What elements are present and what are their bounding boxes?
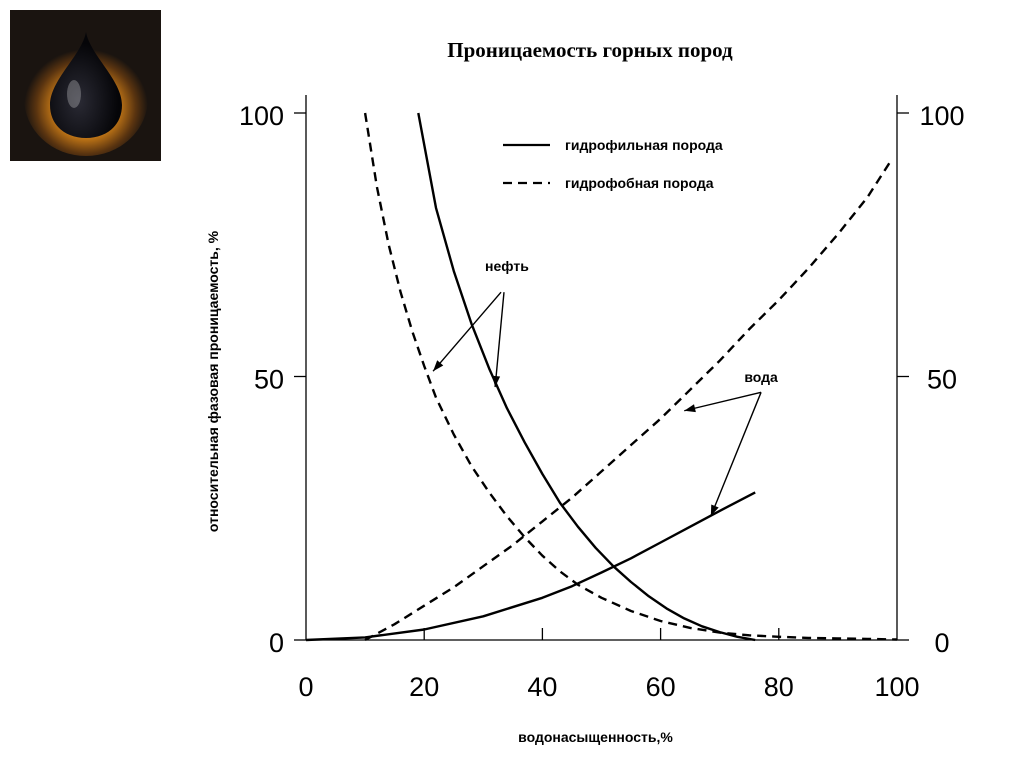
y-tick-label-right: 50 xyxy=(927,365,957,395)
annotation-arrow-line xyxy=(432,291,502,372)
annotation-label: вода xyxy=(744,369,778,385)
series-line-hydrophilic-oil xyxy=(417,112,756,642)
oil-drop-logo xyxy=(10,10,161,161)
series-line-hydrophobic-oil xyxy=(363,112,898,641)
y-tick-label-right: 100 xyxy=(919,101,964,131)
logo-highlight xyxy=(67,80,81,108)
y-axis-title: относительная фазовая проницаемость, % xyxy=(205,230,221,532)
annotation-arrow-line xyxy=(710,392,762,517)
annotation-arrow-head xyxy=(433,360,444,372)
chart-frame: 0 20 40 60 80 100 0 50 100 0 50 100 xyxy=(239,95,965,702)
x-tick-label: 60 xyxy=(646,672,676,702)
annotation-arrow-line xyxy=(494,292,505,388)
y-tick-label-left: 50 xyxy=(254,365,284,395)
oil-drop-icon xyxy=(50,32,122,138)
chart-arrows xyxy=(432,291,762,517)
chart-curves xyxy=(305,112,898,642)
x-tick-label: 80 xyxy=(764,672,794,702)
y-tick-label-left: 100 xyxy=(239,101,284,131)
y-tick-label-right: 0 xyxy=(934,628,949,658)
series-line-hydrophilic-water xyxy=(305,491,756,642)
x-tick-label: 0 xyxy=(298,672,313,702)
legend-label: гидрофобная порода xyxy=(565,175,714,191)
annotation-label: нефть xyxy=(485,258,529,274)
series-line-hydrophobic-water xyxy=(364,159,893,642)
annotation-arrow-head xyxy=(684,404,696,413)
x-tick-label: 40 xyxy=(527,672,557,702)
annotation-arrow-head xyxy=(492,375,501,388)
legend-label: гидрофильная порода xyxy=(565,137,723,153)
x-tick-label: 100 xyxy=(874,672,919,702)
chart-legend: гидрофильная порода гидрофобная порода xyxy=(503,137,723,191)
y-tick-label-left: 0 xyxy=(269,628,284,658)
annotation-arrow-line xyxy=(684,391,762,412)
x-tick-label: 20 xyxy=(409,672,439,702)
x-axis-title: водонасыщенность,% xyxy=(518,729,673,745)
annotation-arrow-head xyxy=(710,504,719,517)
slide-title: Проницаемость горных пород xyxy=(447,38,733,62)
chart-text: водонасыщенность,% относительная фазовая … xyxy=(205,230,778,745)
